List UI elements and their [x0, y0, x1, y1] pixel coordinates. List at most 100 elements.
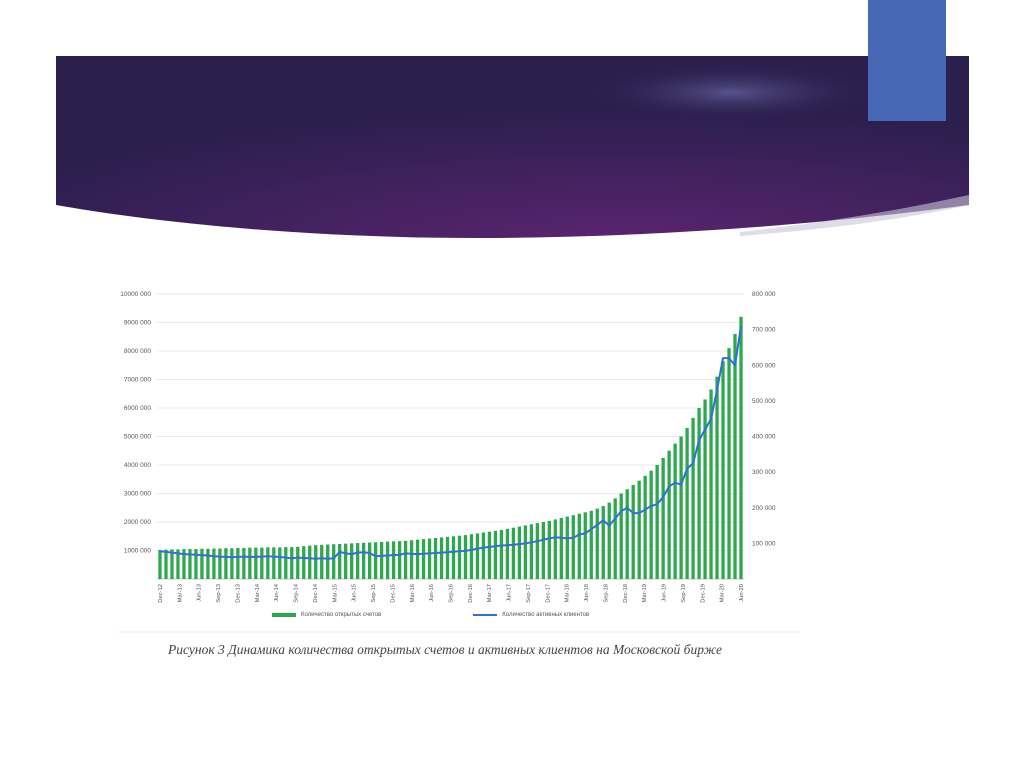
- right-tick-label: 200 000: [752, 505, 776, 512]
- bar: [721, 360, 725, 579]
- left-tick-label: 7000 000: [124, 377, 151, 384]
- x-tick-label: Sep-14: [294, 583, 300, 602]
- bar: [601, 506, 605, 579]
- bar: [505, 528, 510, 579]
- bar: [529, 524, 534, 579]
- x-tick-label: Dec-18: [623, 584, 629, 603]
- bar: [176, 549, 180, 579]
- bar: [679, 436, 683, 579]
- bar: [661, 457, 665, 579]
- bar: [427, 538, 432, 579]
- bar: [320, 544, 324, 579]
- x-tick-label: Mar-14: [255, 583, 261, 602]
- left-tick-label: 10000 000: [120, 291, 151, 298]
- bar: [356, 543, 360, 579]
- bar: [200, 548, 204, 579]
- bar: [631, 484, 635, 579]
- bar: [583, 512, 587, 579]
- bar: [296, 546, 300, 579]
- bar: [481, 532, 486, 579]
- left-tick-label: 2000 000: [124, 519, 151, 526]
- x-tick-label: Dec-14: [313, 583, 319, 602]
- right-tick-label: 400 000: [752, 434, 776, 441]
- x-tick-label: Sep-13: [216, 584, 222, 603]
- bar: [469, 534, 474, 579]
- bar: [541, 522, 545, 579]
- left-tick-label: 5000 000: [124, 434, 151, 441]
- bar: [733, 333, 737, 579]
- bar: [218, 548, 222, 579]
- bar: [475, 533, 480, 579]
- bar: [242, 547, 246, 579]
- bar: [188, 549, 192, 579]
- bar: [673, 443, 677, 579]
- x-tick-label: Mar-17: [487, 584, 493, 602]
- x-tick-label: Sep-19: [681, 584, 687, 603]
- x-tick-label: Dec-19: [700, 584, 706, 603]
- x-tick-label: Mar-16: [410, 584, 416, 602]
- chart-legend: Количество открытых счетов Количество ак…: [272, 612, 681, 618]
- bar: [463, 535, 468, 579]
- x-tick-label: Dec-17: [545, 584, 551, 603]
- left-tick-label: 3000 000: [124, 491, 151, 498]
- bar: [212, 548, 216, 579]
- bar: [691, 417, 695, 579]
- bar: [547, 520, 551, 579]
- right-tick-label: 600 000: [752, 362, 776, 369]
- figure-caption: Рисунок 3 Динамика количества открытых с…: [168, 642, 722, 657]
- bar: [344, 543, 348, 579]
- bar: [589, 510, 593, 579]
- bar: [338, 543, 342, 579]
- accent-square: [868, 0, 946, 121]
- left-tick-label: 9000 000: [124, 320, 151, 327]
- right-tick-label: 500 000: [752, 398, 776, 405]
- bar: [206, 548, 210, 579]
- bar: [643, 475, 647, 579]
- bar: [272, 547, 276, 579]
- right-tick-label: 300 000: [752, 469, 776, 476]
- bar: [445, 536, 450, 579]
- legend-item-bars: Количество открытых счетов: [272, 612, 381, 618]
- bar: [182, 549, 186, 579]
- bar: [517, 526, 522, 579]
- bar: [697, 408, 701, 579]
- bar: [266, 547, 270, 579]
- bar: [326, 544, 330, 579]
- left-tick-label: 8000 000: [124, 348, 151, 355]
- banner-sweep-line: [740, 195, 969, 236]
- bar: [703, 399, 707, 579]
- bar: [421, 539, 426, 579]
- bar: [577, 513, 581, 579]
- bar: [499, 529, 504, 579]
- bar: [170, 549, 174, 579]
- bar: [535, 523, 539, 579]
- x-tick-label: Sep-18: [603, 584, 609, 603]
- left-tick-label: 4000 000: [124, 462, 151, 469]
- bar: [511, 527, 516, 579]
- bar: [655, 465, 659, 579]
- x-tick-label: Jun-18: [584, 584, 590, 602]
- x-tick-label: Jun-13: [197, 584, 203, 602]
- bar: [739, 316, 743, 579]
- x-tick-label: Sep-17: [526, 584, 532, 603]
- bar: [451, 536, 456, 579]
- bar: [236, 547, 240, 579]
- bar: [278, 547, 282, 579]
- bar: [194, 549, 198, 579]
- legend-item-line: Количество активных клиентов: [473, 612, 589, 618]
- x-tick-label: Jun-17: [507, 584, 513, 602]
- x-tick-label: Dec-16: [468, 584, 474, 603]
- bar: [254, 547, 258, 579]
- x-tick-label: Mar-20: [720, 584, 726, 602]
- bar: [362, 542, 366, 579]
- right-tick-label: 800 000: [752, 291, 776, 298]
- x-tick-label: Jun-15: [352, 584, 358, 602]
- bar: [403, 540, 408, 579]
- right-tick-label: 700 000: [752, 327, 776, 334]
- bar: [637, 480, 641, 579]
- bar: [727, 348, 731, 579]
- header-banner: [56, 0, 969, 238]
- bar: [571, 515, 575, 579]
- bar: [685, 427, 689, 579]
